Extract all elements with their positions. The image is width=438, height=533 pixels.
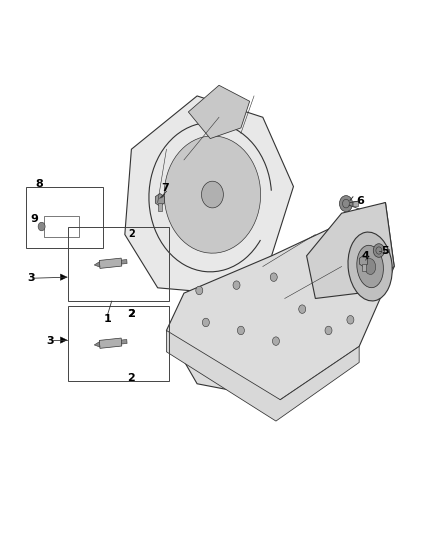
Polygon shape [94,342,100,347]
Circle shape [237,326,244,335]
Polygon shape [94,262,100,267]
Circle shape [272,337,279,345]
Ellipse shape [164,136,261,253]
Circle shape [325,326,332,335]
Bar [44,216,79,237]
Ellipse shape [201,181,223,208]
Text: 2: 2 [127,310,135,319]
Bar [362,264,365,271]
Circle shape [38,222,45,231]
Bar [385,249,389,252]
Polygon shape [60,337,67,343]
Text: 2: 2 [127,374,135,383]
Circle shape [299,305,306,313]
Bar [158,203,162,211]
Circle shape [202,318,209,327]
Ellipse shape [364,259,376,274]
Text: 6: 6 [356,197,364,206]
Circle shape [270,273,277,281]
Polygon shape [166,330,359,421]
Text: 2: 2 [128,229,135,239]
Ellipse shape [348,232,392,301]
Polygon shape [121,260,127,264]
Text: 7: 7 [162,183,170,193]
Text: 8: 8 [35,179,43,189]
Circle shape [347,316,354,324]
Polygon shape [121,340,127,344]
Circle shape [373,244,385,257]
Ellipse shape [357,245,383,288]
Bar [26,187,103,248]
Circle shape [196,286,203,295]
Circle shape [339,196,353,212]
Polygon shape [99,338,122,349]
Text: 1: 1 [103,314,111,324]
Text: 9: 9 [30,214,38,223]
Text: 4: 4 [362,251,370,261]
Polygon shape [99,258,122,269]
Polygon shape [155,193,164,206]
Bar [68,306,169,381]
Circle shape [233,281,240,289]
Bar [68,227,169,301]
Text: 3: 3 [46,336,54,346]
Bar [353,201,358,206]
Text: 2: 2 [128,309,135,319]
Polygon shape [166,203,394,400]
Polygon shape [60,274,67,280]
Polygon shape [125,96,293,293]
Text: 3: 3 [27,273,35,283]
Polygon shape [360,255,367,267]
Polygon shape [307,203,394,298]
Text: 5: 5 [381,246,389,255]
Polygon shape [188,85,250,139]
